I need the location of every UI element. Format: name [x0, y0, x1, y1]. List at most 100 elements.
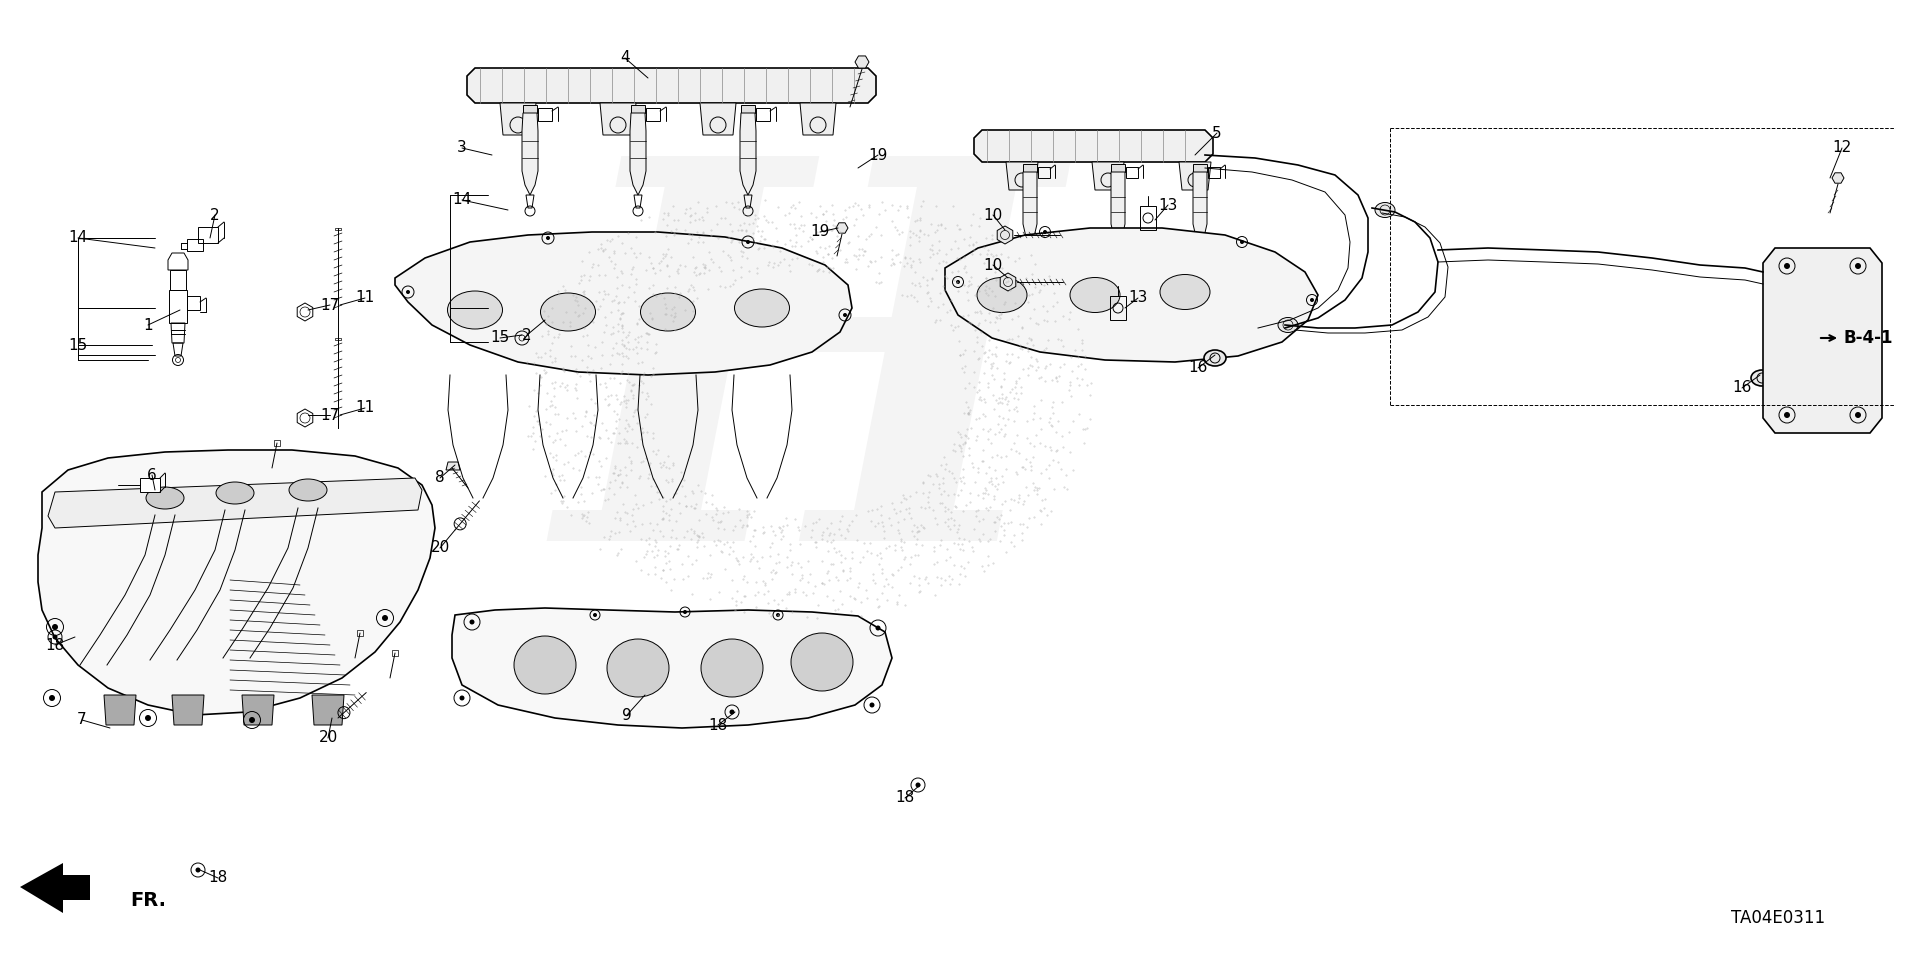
Text: 5: 5 [1212, 126, 1221, 141]
Text: B-4-1: B-4-1 [1843, 329, 1893, 347]
Text: 15: 15 [490, 331, 509, 345]
Text: 16: 16 [1188, 361, 1208, 376]
Polygon shape [801, 103, 835, 135]
Ellipse shape [977, 277, 1027, 313]
Circle shape [1043, 230, 1046, 234]
Polygon shape [499, 103, 536, 135]
Circle shape [593, 613, 597, 617]
Polygon shape [1832, 173, 1843, 183]
Bar [140, 478, 159, 492]
Text: 19: 19 [868, 148, 887, 162]
Ellipse shape [1160, 274, 1210, 310]
Polygon shape [1006, 162, 1039, 190]
Text: 20: 20 [319, 731, 338, 745]
Circle shape [747, 240, 751, 244]
Ellipse shape [1069, 277, 1119, 313]
Polygon shape [396, 232, 852, 375]
Text: 2: 2 [522, 328, 532, 342]
Text: FR.: FR. [131, 891, 165, 909]
Text: 20: 20 [430, 541, 449, 555]
Polygon shape [1000, 273, 1016, 291]
Text: 4: 4 [620, 51, 630, 65]
Polygon shape [445, 462, 461, 470]
Text: 19: 19 [810, 224, 829, 240]
Text: H: H [559, 139, 1058, 651]
Polygon shape [104, 695, 136, 725]
Text: 8: 8 [436, 471, 445, 485]
Circle shape [405, 290, 411, 294]
Polygon shape [630, 113, 645, 195]
Text: 13: 13 [1129, 291, 1148, 306]
Polygon shape [1179, 162, 1212, 190]
Polygon shape [451, 608, 893, 728]
Circle shape [1240, 240, 1244, 244]
Text: 1: 1 [144, 317, 154, 333]
Ellipse shape [1751, 370, 1772, 386]
Circle shape [730, 710, 735, 714]
Text: 17: 17 [321, 297, 340, 313]
Circle shape [1784, 412, 1789, 418]
Text: 16: 16 [1732, 381, 1751, 395]
Circle shape [146, 715, 152, 721]
Text: 18: 18 [708, 717, 728, 733]
Text: 3: 3 [457, 141, 467, 155]
Ellipse shape [701, 639, 762, 697]
Circle shape [382, 615, 388, 621]
Polygon shape [739, 113, 756, 195]
Text: 13: 13 [1158, 198, 1177, 213]
Text: 18: 18 [895, 790, 914, 806]
Circle shape [250, 717, 255, 723]
Circle shape [196, 868, 200, 873]
Circle shape [776, 613, 780, 617]
Circle shape [1784, 263, 1789, 269]
Text: 15: 15 [69, 338, 88, 353]
Ellipse shape [1375, 202, 1396, 218]
Polygon shape [945, 228, 1317, 362]
Text: 7: 7 [77, 713, 86, 728]
Text: 11: 11 [355, 291, 374, 306]
Polygon shape [1023, 164, 1037, 172]
Ellipse shape [1279, 317, 1298, 333]
Text: 10: 10 [983, 258, 1002, 272]
Ellipse shape [791, 633, 852, 691]
Polygon shape [701, 103, 735, 135]
Polygon shape [1092, 162, 1123, 190]
Polygon shape [835, 222, 849, 233]
Circle shape [870, 703, 874, 708]
Text: 11: 11 [355, 401, 374, 415]
Polygon shape [19, 863, 90, 913]
Polygon shape [973, 130, 1213, 162]
Text: 9: 9 [622, 708, 632, 722]
Ellipse shape [607, 639, 668, 697]
Circle shape [470, 620, 474, 624]
Circle shape [545, 236, 549, 240]
Polygon shape [311, 695, 344, 725]
Ellipse shape [290, 479, 326, 501]
Ellipse shape [1204, 350, 1227, 366]
Polygon shape [1192, 164, 1208, 172]
Circle shape [916, 783, 920, 787]
Polygon shape [1112, 164, 1125, 172]
Polygon shape [38, 450, 436, 715]
Circle shape [956, 280, 960, 284]
Text: TA04E0311: TA04E0311 [1732, 909, 1826, 927]
Ellipse shape [641, 293, 695, 331]
Polygon shape [854, 56, 870, 68]
Polygon shape [741, 105, 755, 113]
Polygon shape [467, 68, 876, 103]
Polygon shape [522, 113, 538, 195]
Text: 6: 6 [148, 467, 157, 482]
Circle shape [52, 624, 58, 630]
Text: 14: 14 [69, 230, 88, 246]
Circle shape [1855, 263, 1860, 269]
Polygon shape [996, 226, 1012, 244]
Polygon shape [1763, 248, 1882, 433]
Circle shape [1855, 412, 1860, 418]
Text: 18: 18 [46, 638, 65, 652]
Circle shape [684, 610, 687, 614]
Text: 18: 18 [209, 871, 228, 885]
Text: 2: 2 [209, 207, 219, 222]
Circle shape [50, 695, 56, 701]
Ellipse shape [515, 636, 576, 694]
Circle shape [876, 625, 881, 630]
